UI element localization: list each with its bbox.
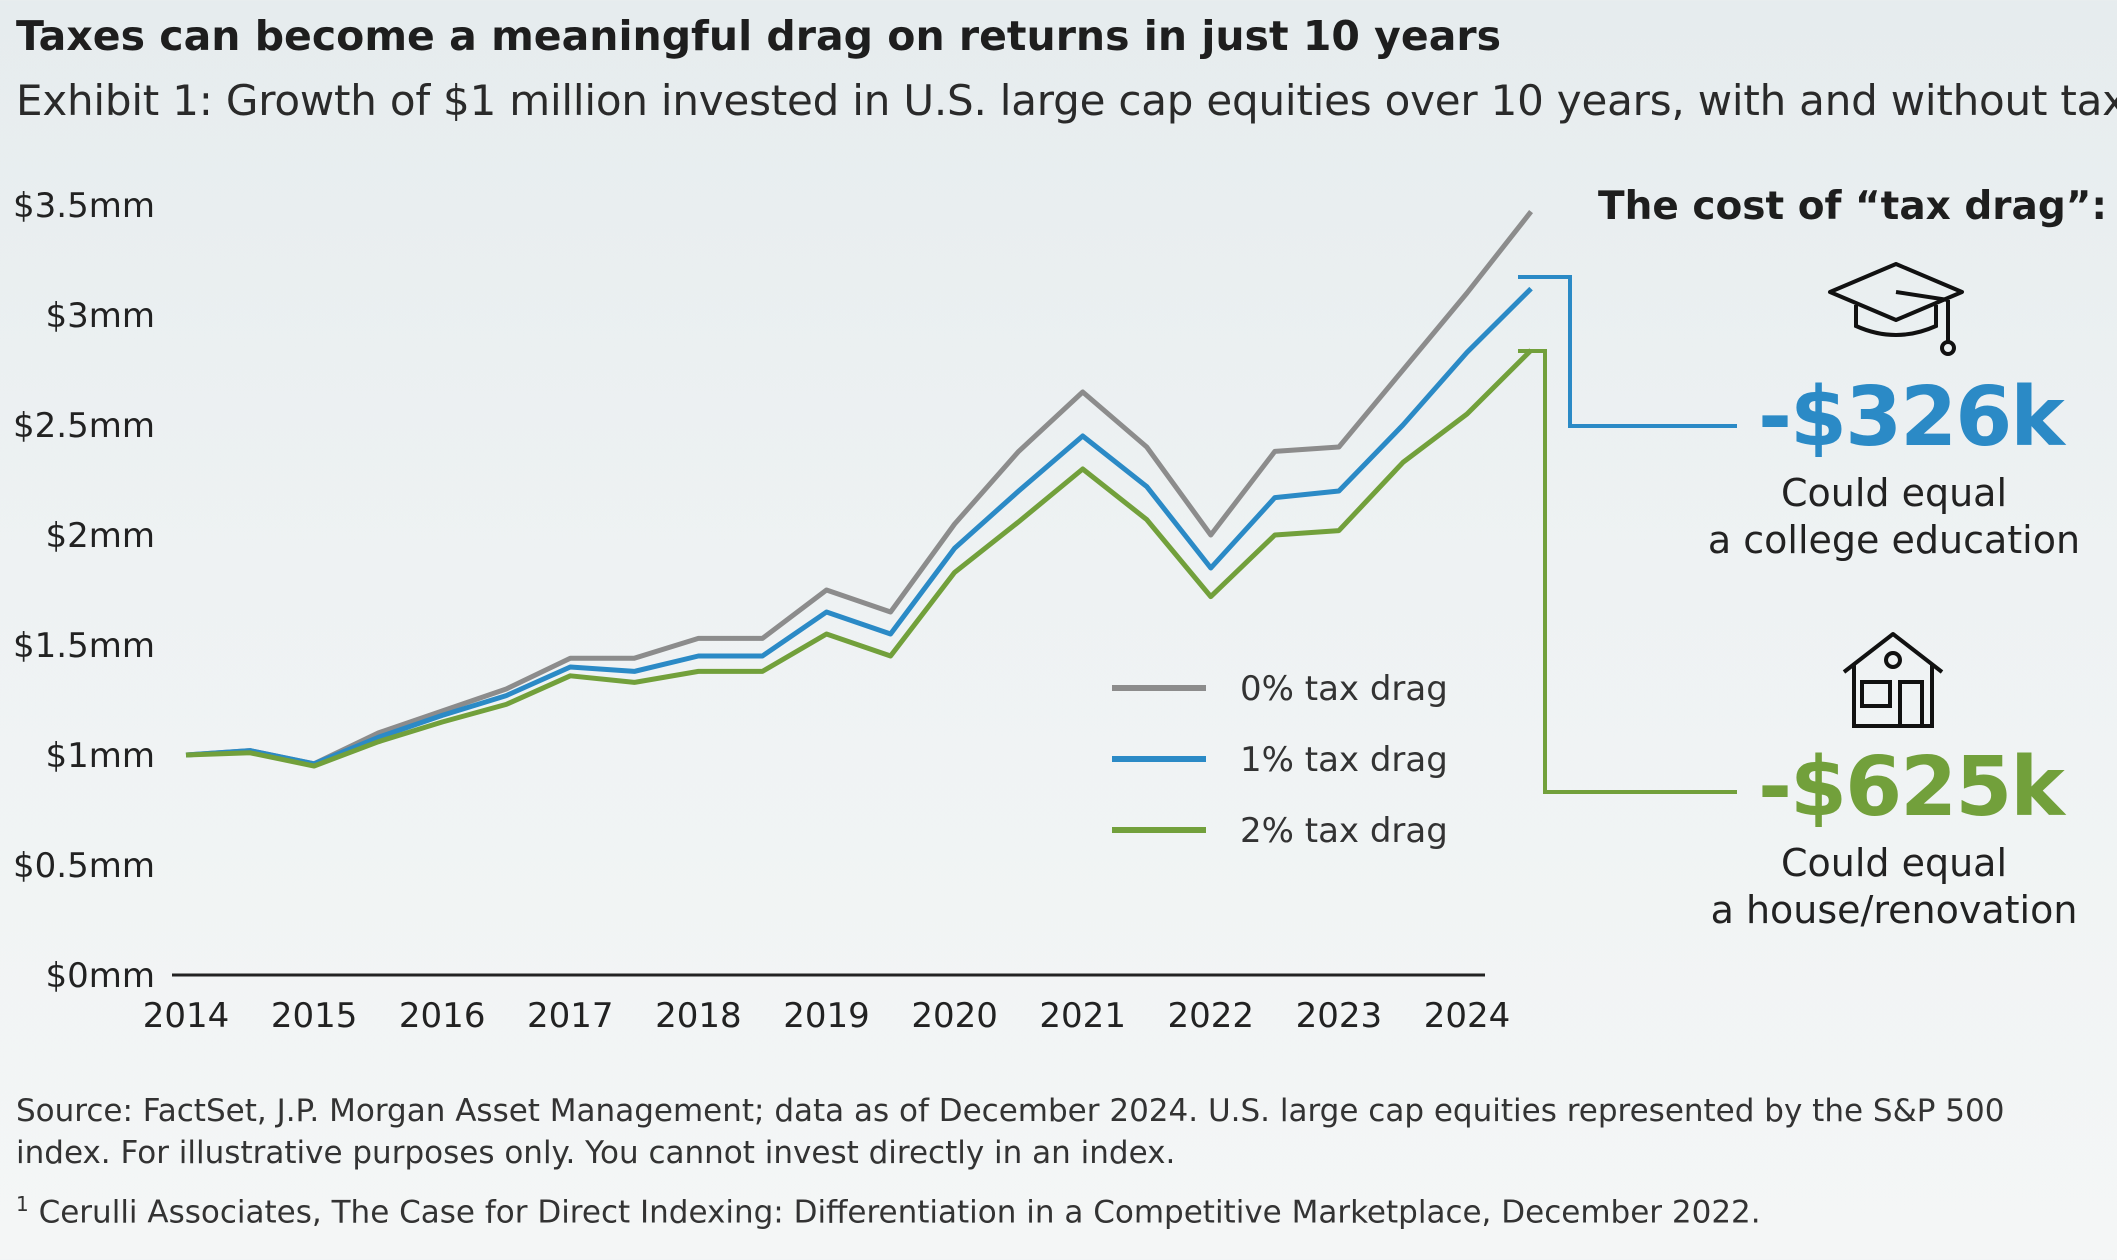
- y-tick-label: $2mm: [45, 516, 155, 556]
- x-tick-label: 2020: [911, 996, 998, 1036]
- callout-connectors: [1518, 275, 1737, 794]
- y-tick-label: $3mm: [45, 296, 155, 336]
- x-tick-label: 2018: [655, 996, 742, 1036]
- y-tick-label: $0.5mm: [13, 846, 155, 886]
- footnote: 1 Cerulli Associates, The Case for Direc…: [16, 1192, 1761, 1230]
- y-tick-label: $1mm: [45, 736, 155, 776]
- footnote-mark: 1: [16, 1192, 29, 1216]
- house-caption: Could equal a house/renovation: [1684, 840, 2104, 934]
- legend-label: 0% tax drag: [1240, 669, 1448, 709]
- college-cost-value: -$326k: [1758, 370, 2065, 465]
- x-tick-label: 2023: [1296, 996, 1383, 1036]
- connector-college: [1518, 275, 1737, 428]
- college-caption: Could equal a college education: [1684, 470, 2104, 564]
- source-note: Source: FactSet, J.P. Morgan Asset Manag…: [16, 1093, 2005, 1171]
- x-tick-label: 2019: [783, 996, 870, 1036]
- x-tick-label: 2021: [1039, 996, 1126, 1036]
- connector-house: [1518, 349, 1737, 794]
- series-line-2: [185, 348, 1533, 769]
- legend-label: 1% tax drag: [1240, 740, 1448, 780]
- x-tick-label: 2024: [1424, 996, 1511, 1036]
- x-tick-label: 2014: [143, 996, 230, 1036]
- y-tick-label: $2.5mm: [13, 406, 155, 446]
- graduation-cap-icon: [1828, 262, 1964, 356]
- x-tick-label: 2015: [271, 996, 358, 1036]
- chart-subtitle: Exhibit 1: Growth of $1 million invested…: [16, 76, 2117, 125]
- y-axis-ticks: $0mm $0.5mm $1mm $1.5mm $2mm $2.5mm $3mm $3.5mm: [13, 186, 155, 996]
- series-line-1: [185, 286, 1533, 767]
- series-line-0: [185, 210, 1534, 767]
- x-tick-label: 2022: [1168, 996, 1255, 1036]
- house-icon: [1842, 632, 1944, 728]
- series-lines: [185, 210, 1534, 769]
- y-tick-label: $3.5mm: [13, 186, 155, 226]
- chart-title: Taxes can become a meaningful drag on re…: [16, 12, 1501, 60]
- cost-heading: The cost of “tax drag”:: [1597, 184, 2107, 229]
- y-tick-label: $0mm: [45, 956, 155, 996]
- house-caption-line1: Could equal: [1780, 841, 2008, 885]
- x-axis-ticks: 2014 2015 2016 2017 2018 2019 2020 2021 2022 2023…: [143, 996, 1511, 1036]
- y-tick-label: $1.5mm: [13, 626, 155, 666]
- house-cost-value: -$625k: [1758, 740, 2065, 835]
- legend-label: 2% tax drag: [1240, 811, 1448, 851]
- footnote-text: Cerulli Associates, The Case for Direct …: [38, 1194, 1761, 1231]
- college-caption-line2: a college education: [1707, 518, 2081, 562]
- x-tick-label: 2016: [399, 996, 486, 1036]
- house-caption-line2: a house/renovation: [1710, 888, 2078, 932]
- x-tick-label: 2017: [527, 996, 614, 1036]
- legend: 0% tax drag 1% tax drag 2% tax drag: [1112, 669, 1448, 851]
- college-caption-line1: Could equal: [1780, 471, 2008, 515]
